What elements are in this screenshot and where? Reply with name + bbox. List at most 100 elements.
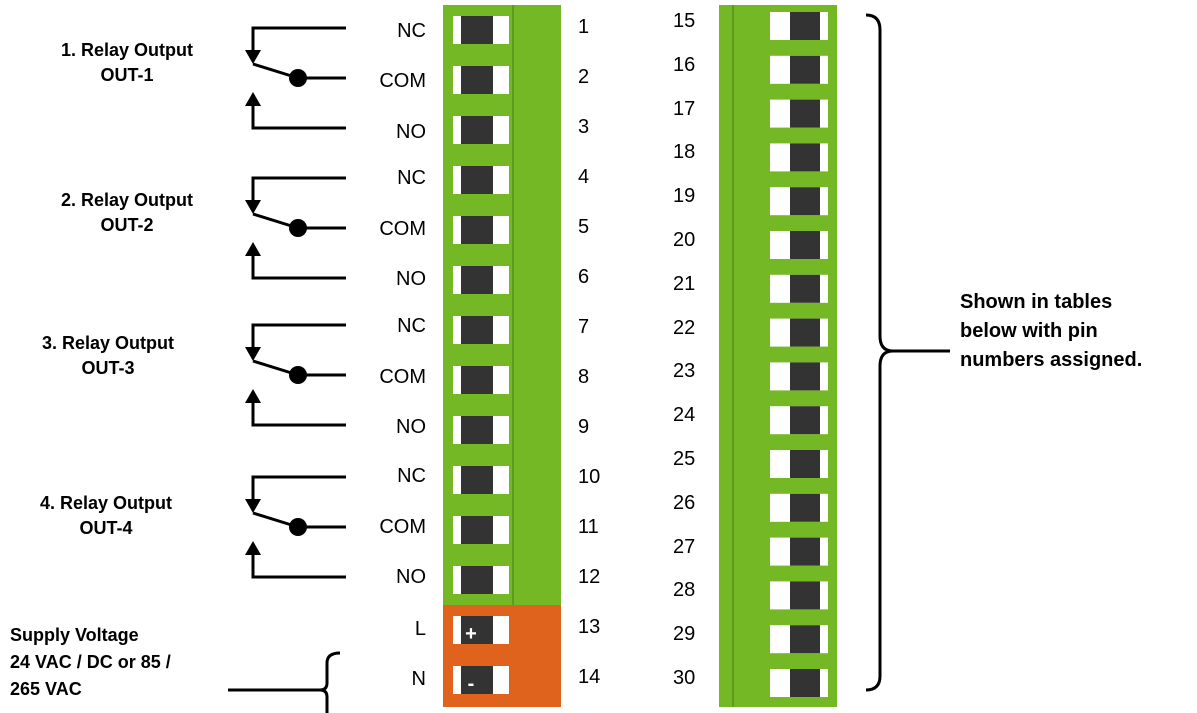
pin-number-12: 12: [578, 566, 601, 588]
supply-voltage-line2: 24 VAC / DC or 85 /: [10, 652, 171, 672]
relay-output-4-id: OUT-4: [79, 518, 133, 538]
relay-output-2-title: 2. Relay Output OUT-2: [7, 188, 247, 238]
no-arrow: [245, 389, 261, 403]
supply-plus-mark: +: [465, 623, 477, 645]
contact-label-2: COM: [379, 70, 426, 92]
terminal-screw: [461, 116, 493, 144]
nc-arrow: [245, 200, 261, 214]
pin-assignment-note: Shown in tables below with pin numbers a…: [960, 288, 1197, 375]
pin-number-22: 22: [673, 316, 696, 339]
no-arrow: [245, 242, 261, 256]
nc-wire: [251, 26, 346, 58]
pin-number-11: 11: [578, 516, 599, 538]
terminal-screw: [790, 12, 820, 40]
terminal-screw: [461, 166, 493, 194]
relay-output-3-id: OUT-3: [81, 358, 135, 378]
nc-wire: [251, 475, 346, 507]
pin-number-14: 14: [578, 666, 601, 688]
terminal-screw: [790, 318, 820, 347]
supply-voltage-line3: 265 VAC: [10, 679, 82, 699]
no-wire: [251, 395, 346, 427]
contact-label-13: L: [414, 618, 426, 640]
pin-number-6: 6: [578, 266, 590, 288]
left-terminal-block-green: [443, 5, 561, 605]
pin-number-27: 27: [673, 535, 696, 558]
nc-arrow: [245, 50, 261, 64]
pin-assignment-note-line1: Shown in tables: [960, 291, 1113, 313]
nc-arrow: [245, 499, 261, 513]
terminal-screw: [790, 537, 820, 566]
supply-minus-mark: -: [468, 673, 475, 695]
terminal-screw: [461, 216, 493, 244]
pin-number-20: 20: [673, 229, 696, 251]
supply-brace: [319, 651, 341, 713]
supply-voltage-line1: Supply Voltage: [10, 625, 139, 645]
contact-label-14: N: [411, 668, 426, 690]
pin-number-2: 2: [578, 66, 590, 88]
pin-number-1: 1: [578, 16, 590, 38]
contact-label-3: NO: [396, 121, 426, 143]
no-arrow: [245, 541, 261, 555]
no-wire: [251, 248, 346, 280]
terminal-screw: [790, 55, 820, 84]
terminal-screw: [790, 362, 820, 391]
relay-output-4-label: 4. Relay Output: [39, 493, 173, 513]
terminal-screw: [461, 466, 493, 494]
right-brace: [865, 13, 894, 692]
pin-number-16: 16: [673, 53, 696, 76]
contact-label-10: NC: [397, 465, 426, 487]
terminal-screw: [790, 450, 820, 478]
pin-number-28: 28: [673, 579, 696, 602]
contact-label-8: COM: [379, 366, 426, 388]
relay-output-2-id: OUT-2: [100, 215, 154, 235]
pin-number-3: 3: [578, 116, 590, 138]
nc-arrow: [245, 347, 261, 361]
terminal-screw: [790, 625, 820, 654]
relay-output-1-id: OUT-1: [100, 65, 154, 85]
terminal-screw: [790, 493, 820, 522]
pin-number-7: 7: [578, 316, 590, 338]
pin-number-25: 25: [673, 448, 696, 470]
contact-label-12: NO: [396, 566, 426, 588]
no-wire: [251, 547, 346, 579]
relay-output-1-label: 1. Relay Output: [60, 40, 194, 60]
pin-number-17: 17: [673, 97, 696, 120]
terminal-screw: [461, 366, 493, 394]
no-arrow: [245, 92, 261, 106]
terminal-screw: [790, 187, 820, 216]
pin-number-9: 9: [578, 416, 590, 438]
terminal-screw: [461, 616, 493, 644]
terminal-screw: [790, 231, 820, 259]
nc-wire: [251, 176, 346, 208]
contact-label-5: COM: [379, 218, 426, 240]
relay-output-1-title: 1. Relay Output OUT-1: [7, 38, 247, 88]
pin-assignment-note-line2: below with pin: [960, 320, 1098, 342]
terminal-screw: [790, 406, 820, 435]
terminal-screw: [790, 143, 820, 172]
pin-number-23: 23: [673, 360, 696, 383]
terminal-screw: [790, 669, 820, 697]
terminal-screw: [461, 516, 493, 544]
pin-number-15: 15: [673, 10, 696, 32]
terminal-screw: [790, 99, 820, 128]
relay-output-2-label: 2. Relay Output: [60, 190, 194, 210]
pin-number-8: 8: [578, 366, 590, 388]
terminal-screw: [461, 666, 493, 694]
pin-number-30: 30: [673, 667, 696, 689]
terminal-screw: [461, 16, 493, 44]
pin-number-4: 4: [578, 166, 590, 188]
terminal-screw: [461, 266, 493, 294]
no-wire: [251, 98, 346, 130]
supply-voltage-title: Supply Voltage 24 VAC / DC or 85 / 265 V…: [10, 622, 240, 703]
contact-label-9: NO: [396, 416, 426, 438]
nc-wire: [251, 323, 346, 355]
terminal-screw: [790, 274, 820, 303]
contact-label-4: NC: [397, 167, 426, 189]
terminal-screw: [790, 581, 820, 610]
pin-number-10: 10: [578, 466, 601, 488]
pin-assignment-note-line3: numbers assigned.: [960, 349, 1143, 371]
pin-number-26: 26: [673, 491, 696, 514]
contact-label-7: NC: [397, 315, 426, 337]
